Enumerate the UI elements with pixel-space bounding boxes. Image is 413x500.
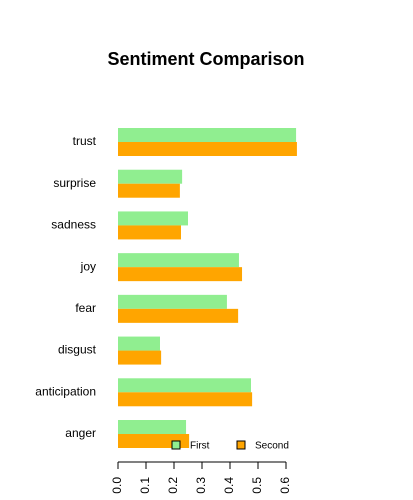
y-tick-label: sadness [51, 218, 96, 232]
x-tick-label: 0.5 [250, 477, 264, 494]
bar [118, 434, 190, 448]
y-tick-label: joy [80, 259, 96, 273]
chart-title: Sentiment Comparison [107, 49, 304, 69]
y-tick-label: fear [75, 301, 96, 315]
x-tick-label: 0.6 [278, 477, 292, 494]
legend-label: First [190, 441, 210, 452]
x-tick-label: 0.4 [222, 477, 236, 494]
bar [118, 128, 297, 142]
y-tick-label: anticipation [35, 384, 96, 398]
bar [118, 294, 227, 309]
x-tick-label: 0.0 [110, 477, 124, 494]
y-tick-label: disgust [58, 343, 97, 357]
legend-label: Second [255, 441, 289, 452]
bar [118, 169, 183, 184]
bar [118, 225, 181, 240]
bar [118, 211, 188, 226]
bar [118, 142, 297, 156]
bar [118, 308, 239, 323]
y-tick-label: surprise [53, 176, 96, 190]
legend: First Second [171, 440, 289, 452]
legend-swatch [236, 440, 246, 450]
bar [118, 420, 187, 434]
bar [118, 378, 251, 393]
bar [118, 336, 160, 351]
bar [118, 350, 162, 365]
x-tick-label: 0.1 [138, 477, 152, 494]
bar [118, 267, 243, 282]
bar [118, 183, 180, 198]
bar [118, 392, 253, 407]
x-tick-label: 0.2 [166, 477, 180, 494]
legend-swatch [171, 440, 181, 450]
x-tick-label: 0.3 [194, 477, 208, 494]
y-tick-label: trust [73, 134, 97, 148]
y-tick-label: anger [65, 426, 96, 440]
bar [118, 253, 239, 268]
